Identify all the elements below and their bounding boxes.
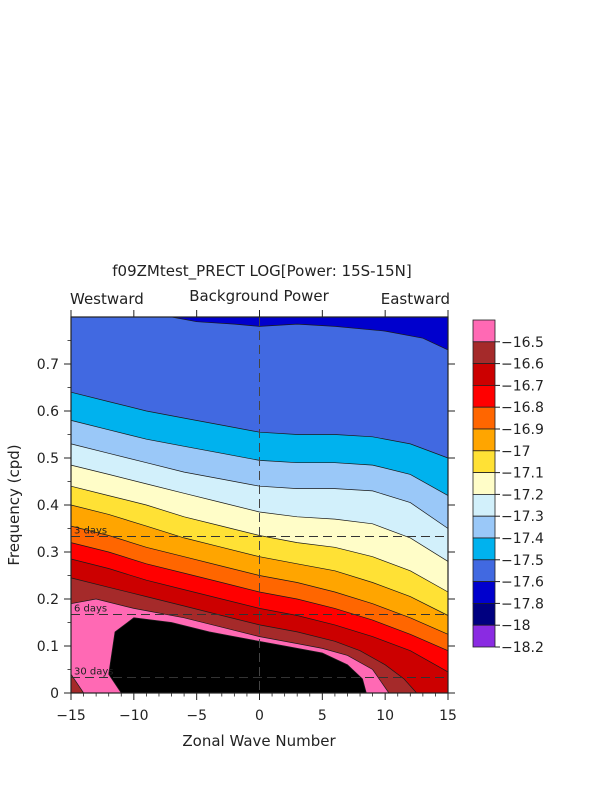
y-axis-label: Frequency (cpd)	[5, 444, 23, 565]
colorbar-swatch	[472, 406, 496, 430]
colorbar-label: −17.2	[501, 487, 544, 503]
colorbar-label: −17.4	[501, 531, 544, 547]
colorbar-label: −17.8	[501, 596, 544, 612]
x-tick-label: −15	[56, 708, 86, 724]
x-tick-label: 15	[439, 708, 457, 724]
colorbar-swatch	[472, 624, 496, 648]
y-tick-label: 0.6	[37, 404, 59, 420]
colorbar-swatch	[472, 537, 496, 561]
colorbar-label: −18	[501, 618, 531, 634]
colorbar-swatch	[472, 493, 496, 517]
colorbar-label: −17.1	[501, 466, 544, 482]
chart-subtitle: Background Power	[189, 287, 329, 305]
x-tick-label: −5	[186, 708, 207, 724]
y-tick-label: 0.1	[37, 639, 59, 655]
y-tick-label: 0.5	[37, 451, 59, 467]
colorbar-swatch	[472, 319, 496, 343]
y-tick-label: 0.7	[37, 357, 59, 373]
colorbar-swatch	[472, 341, 496, 364]
contour-line	[70, 558, 449, 673]
axis-ticks: −15 −10 −5 0 5 10 15 0 0.1 0.2 0.3 0.4 0.5 0.6 0.7	[37, 310, 457, 724]
colorbar-label: −16.5	[501, 335, 544, 351]
colorbar-label: −17	[501, 444, 531, 460]
chart-title: f09ZMtest_PRECT LOG[Power: 15S-15N]	[112, 262, 411, 281]
colorbar-label: −16.6	[501, 357, 544, 373]
x-axis-label: Zonal Wave Number	[182, 732, 336, 750]
colorbar-label: −16.7	[501, 378, 544, 394]
westward-label: Westward	[70, 290, 144, 308]
period-label: 30 days	[74, 666, 114, 677]
contour-line	[108, 617, 367, 694]
colorbar-swatch	[472, 384, 496, 408]
colorbar-swatch	[472, 515, 496, 539]
x-tick-label: 5	[318, 708, 327, 724]
colorbar-swatch	[472, 428, 496, 452]
contour-line	[70, 464, 449, 562]
contour-line	[171, 316, 449, 351]
colorbar-label: −17.6	[501, 575, 544, 591]
period-label: 6 days	[74, 604, 107, 615]
colorbar-label: −17.5	[501, 553, 544, 569]
colorbar-swatch	[472, 559, 496, 582]
y-tick-label: 0.3	[37, 545, 59, 561]
x-tick-label: 10	[376, 708, 394, 724]
y-tick-label: 0	[50, 686, 59, 702]
colorbar-swatch	[472, 450, 496, 473]
colorbar-label: −16.8	[501, 400, 544, 416]
colorbar-swatch	[472, 363, 496, 386]
x-tick-label: 0	[255, 708, 264, 724]
contour-line	[70, 577, 417, 694]
period-label: 3 days	[74, 525, 107, 536]
y-tick-label: 0.4	[37, 498, 59, 514]
colorbar-swatch	[472, 603, 496, 626]
colorbar-swatch	[472, 581, 496, 604]
x-tick-label: −10	[119, 708, 149, 724]
y-tick-label: 0.2	[37, 592, 59, 608]
contour-band	[108, 617, 367, 693]
colorbar-label: −16.9	[501, 422, 544, 438]
eastward-label: Eastward	[381, 290, 450, 308]
colorbar: −16.5 −16.6 −16.7 −16.8 −16.9 −17 −17.1 −17.2 −1…	[472, 319, 544, 656]
reference-lines: 3 days 6 days 30 days	[71, 317, 448, 693]
colorbar-swatch	[472, 472, 496, 495]
colorbar-label: −18.2	[501, 640, 544, 656]
colorbar-label: −17.3	[501, 509, 544, 525]
